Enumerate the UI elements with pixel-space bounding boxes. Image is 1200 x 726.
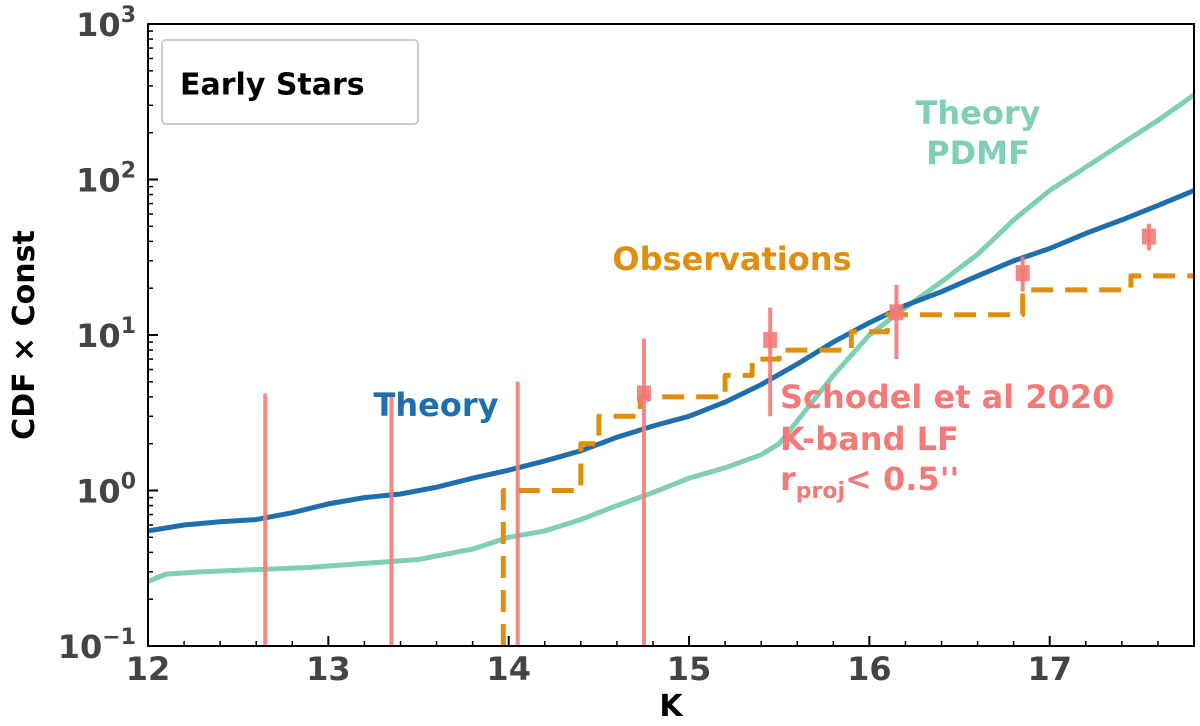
theory-label: Theory: [374, 386, 499, 424]
y-tick-label: 101: [76, 314, 136, 355]
axes: 12 13 14 15 16 17 10−1 100 101 102 103: [58, 3, 1195, 688]
plot-area: [148, 92, 1194, 646]
errorbar-point: [636, 385, 651, 402]
rproj-label: rproj< 0.5'': [780, 460, 959, 504]
series-line-theory-pdmf: [148, 92, 1194, 584]
errorbar-point: [1141, 228, 1156, 245]
series-line-observations: [500, 273, 1194, 646]
schodel-label: Schodel et al 2020 K-band LF: [780, 378, 1114, 458]
x-tick-label: 14: [486, 650, 531, 688]
x-tick-label: 16: [847, 650, 892, 688]
series-line-theory: [148, 188, 1194, 534]
y-tick-label: 100: [76, 470, 136, 511]
x-tick-label: 15: [667, 650, 712, 688]
x-tick-label: 13: [306, 650, 351, 688]
y-tick-label: 103: [76, 3, 136, 44]
legend-box: [161, 39, 419, 125]
x-axis-label: K: [659, 689, 684, 724]
observations-label: Observations: [612, 240, 851, 278]
x-tick-label: 17: [1027, 650, 1072, 688]
errorbar-point: [1015, 265, 1030, 282]
legend-label: Early Stars: [180, 68, 365, 103]
x-tick-label: 12: [126, 650, 171, 688]
theory-pdmf-label: Theory PDMF: [916, 94, 1041, 172]
errorbar-point: [763, 331, 778, 348]
y-tick-label: 10−1: [58, 625, 136, 666]
errorbar-point: [889, 304, 904, 321]
y-tick-label: 102: [76, 159, 136, 200]
legend: Early Stars: [161, 39, 419, 125]
y-axis-label: CDF × Const: [7, 230, 42, 440]
annotations: Theory Theory PDMF Observations Schodel et a…: [374, 94, 1115, 504]
